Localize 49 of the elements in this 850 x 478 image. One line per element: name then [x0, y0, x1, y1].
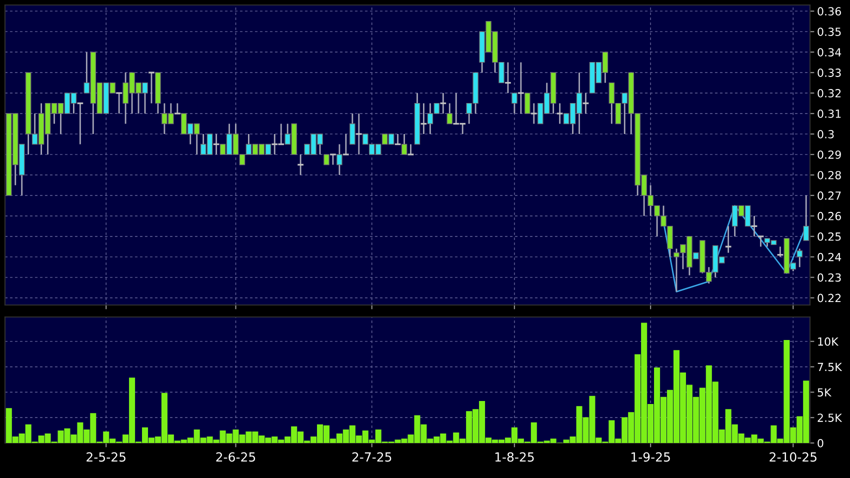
candlestick [296, 154, 304, 176]
y-tick-label: 0.31 [818, 110, 841, 118]
candlestick [336, 144, 342, 176]
candlestick [355, 112, 363, 156]
y-tick-label: 0.22 [818, 294, 841, 302]
y-tick-label: 0.24 [818, 252, 842, 262]
x-tick-label: 1-9-25 [632, 452, 670, 462]
y-tick-label: 0.33 [818, 68, 841, 77]
y-tick-label: 0.32 [818, 89, 841, 98]
y-tick-label: 0.27 [818, 191, 841, 200]
y-tick-label: 0.34 [818, 48, 842, 56]
candlestick [342, 133, 350, 156]
candlestick [724, 225, 732, 254]
y-tick-label: 0.25 [818, 232, 841, 241]
candlestick [174, 102, 182, 114]
y-tick-label: 0.3 [818, 130, 834, 138]
y-tick-label: 0.26 [818, 212, 841, 220]
y-tick-label: 5K [818, 388, 832, 397]
candlestick [329, 154, 337, 166]
candlestick [439, 92, 447, 114]
candlestick [517, 62, 525, 114]
y-tick-label: 2.5K [818, 414, 842, 422]
y-tick-label: 0.28 [818, 170, 841, 180]
x-tick-label: 2-5-25 [86, 452, 126, 462]
y-tick-label: 0.23 [818, 273, 841, 282]
candlestick [512, 92, 518, 114]
candlestick [115, 92, 123, 114]
candlestick [350, 112, 356, 145]
y-tick-label: 0 [818, 438, 824, 448]
y-tick-label: 0.35 [818, 28, 841, 36]
x-tick-label: 1-8-25 [495, 452, 534, 462]
candlestick [803, 194, 809, 242]
x-tick-label: 2-6-25 [216, 452, 256, 462]
candlestick [796, 248, 803, 268]
y-tick-label: 0.36 [818, 7, 841, 16]
candlestick [406, 144, 414, 156]
candlestick [524, 92, 530, 114]
candlestick [530, 102, 538, 124]
x-tick-label: 2-7-25 [352, 452, 392, 462]
x-tick-label: 2-10-25 [770, 452, 816, 462]
y-tick-label: 7.5K [818, 362, 842, 372]
candlestick [324, 154, 330, 166]
candlestick [556, 102, 564, 124]
candlestick [504, 62, 512, 94]
y-tick-label: 0.29 [818, 150, 841, 159]
y-tick-label: 10K [818, 337, 839, 346]
candlestick [148, 72, 156, 104]
candlestick [446, 102, 453, 124]
candlestick [401, 133, 408, 156]
